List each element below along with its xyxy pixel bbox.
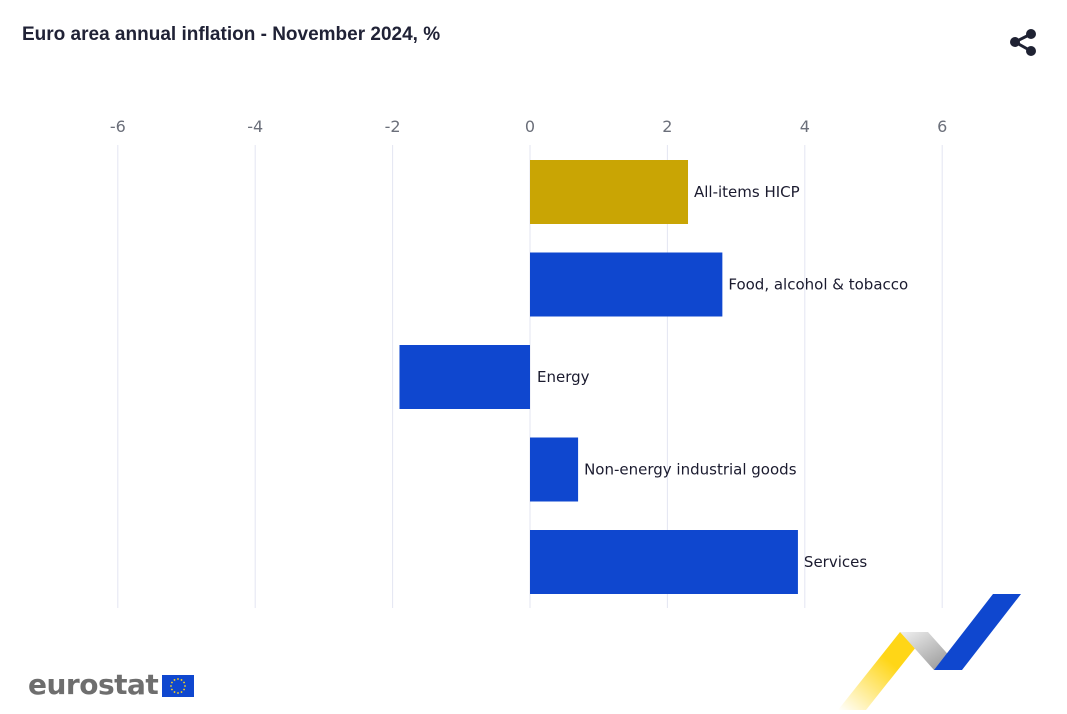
eurostat-ribbon-icon	[838, 594, 1021, 710]
bar-category-label: Non-energy industrial goods	[584, 461, 797, 479]
bar-category-label: All-items HICP	[694, 183, 800, 201]
bar-category-label: Food, alcohol & tobacco	[728, 276, 908, 294]
eu-flag-icon	[162, 675, 195, 697]
bar[interactable]	[399, 345, 530, 409]
bar[interactable]	[530, 160, 689, 224]
bar-chart: -6 -4 -2 0 2 4 6 All-items HICP Food, alcohol &…	[110, 117, 947, 608]
bar[interactable]	[530, 252, 723, 317]
flag-star	[180, 691, 183, 693]
eurostat-logo: eurostat	[28, 667, 195, 701]
bar-labels: All-items HICP Food, alcohol & tobacco Ene…	[537, 183, 908, 571]
x-tick-label: 0	[525, 117, 535, 136]
flag-star	[173, 679, 176, 681]
flag-star	[173, 691, 176, 693]
flag-star	[183, 688, 186, 691]
logo-text: eurostat	[28, 667, 159, 701]
x-tick-label: 6	[937, 117, 947, 136]
share-icon[interactable]	[1008, 27, 1038, 57]
bar-category-label: Services	[804, 553, 867, 571]
flag-star	[177, 692, 180, 694]
bar[interactable]	[530, 437, 579, 502]
x-tick-label: -4	[247, 117, 263, 136]
x-tick-label: -6	[110, 117, 126, 136]
flag-star	[180, 679, 183, 681]
chart-title: Euro area annual inflation - November 20…	[22, 24, 441, 45]
flag-star	[171, 681, 174, 684]
x-tick-label: 4	[800, 117, 810, 136]
bars	[399, 160, 798, 594]
flag-star	[177, 678, 180, 680]
bar-category-label: Energy	[537, 368, 590, 386]
flag-star	[170, 685, 173, 687]
flag-star	[184, 685, 187, 687]
bar[interactable]	[530, 530, 798, 594]
x-tick-label: -2	[385, 117, 401, 136]
x-axis-ticks: -6 -4 -2 0 2 4 6	[110, 117, 947, 136]
x-tick-label: 2	[662, 117, 672, 136]
flag-star	[183, 681, 186, 684]
flag-star	[171, 688, 174, 691]
